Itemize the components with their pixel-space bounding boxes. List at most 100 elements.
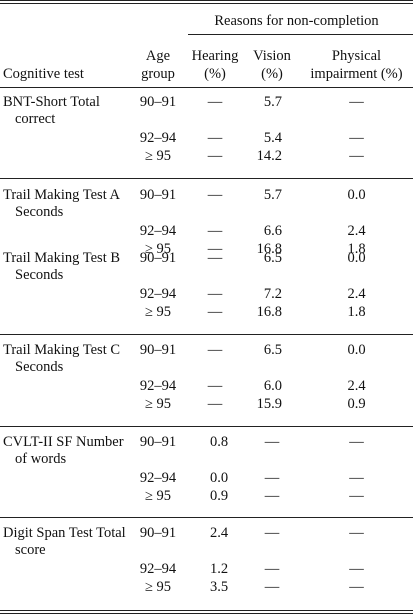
- age-group-cell: 92–94: [139, 561, 177, 577]
- vision-cell: —: [264, 434, 280, 450]
- vision-cell: 6.5: [263, 342, 282, 358]
- physical-cell: 0.0: [347, 187, 366, 203]
- vision-cell: —: [264, 488, 280, 504]
- physical-cell: 0.0: [347, 250, 366, 266]
- test-name-continued: score: [15, 542, 46, 558]
- test-name: Trail Making Test A: [3, 187, 121, 203]
- header-vision-line2: (%): [261, 66, 283, 82]
- header-vision-line1: Vision: [253, 48, 291, 64]
- header-age-line2: group: [141, 66, 175, 82]
- header-group-rule: [188, 34, 413, 35]
- hearing-cell: 0.8: [210, 434, 229, 450]
- hearing-cell: —: [207, 250, 223, 266]
- group-separator-rule: [0, 517, 413, 518]
- test-name: Trail Making Test B: [3, 250, 121, 266]
- hearing-cell: 0.0: [210, 470, 229, 486]
- group-separator-rule: [0, 426, 413, 427]
- test-name: CVLT-II SF Number: [3, 434, 124, 450]
- vision-cell: 6.5: [263, 250, 282, 266]
- hearing-cell: —: [207, 241, 223, 257]
- header-physical-line1: Physical: [331, 48, 382, 64]
- header-bottom-rule: [0, 87, 413, 88]
- test-name-continued: Seconds: [15, 204, 64, 220]
- group-separator-rule: [0, 178, 413, 179]
- hearing-cell: —: [207, 130, 223, 146]
- vision-cell: 6.6: [263, 223, 282, 239]
- hearing-cell: 1.2: [210, 561, 229, 577]
- age-group-cell: 90–91: [139, 525, 177, 541]
- age-group-cell: ≥ 95: [144, 488, 172, 504]
- group-separator-rule: [0, 334, 413, 335]
- physical-cell: 2.4: [347, 286, 366, 302]
- physical-cell: 2.4: [347, 378, 366, 394]
- vision-cell: 5.7: [263, 187, 282, 203]
- age-group-cell: ≥ 95: [144, 241, 172, 257]
- vision-cell: —: [264, 470, 280, 486]
- hearing-cell: —: [207, 378, 223, 394]
- vision-cell: 14.2: [256, 148, 282, 164]
- physical-cell: —: [349, 148, 364, 164]
- age-group-cell: ≥ 95: [144, 396, 172, 412]
- age-group-cell: 92–94: [139, 130, 177, 146]
- physical-cell: 2.4: [347, 223, 366, 239]
- hearing-cell: —: [207, 304, 223, 320]
- age-group-cell: 92–94: [139, 378, 177, 394]
- physical-cell: —: [349, 434, 364, 450]
- age-group-cell: 90–91: [139, 94, 177, 110]
- hearing-cell: —: [207, 286, 223, 302]
- age-group-cell: 90–91: [139, 434, 177, 450]
- physical-cell: 1.8: [347, 304, 366, 320]
- header-physical-line2: impairment (%): [310, 66, 403, 82]
- age-group-cell: 92–94: [139, 286, 177, 302]
- age-group-cell: ≥ 95: [144, 304, 172, 320]
- hearing-cell: —: [207, 342, 223, 358]
- vision-cell: 15.9: [256, 396, 282, 412]
- hearing-cell: —: [207, 187, 223, 203]
- header-hearing-line2: (%): [204, 66, 226, 82]
- hearing-cell: —: [207, 148, 223, 164]
- physical-cell: —: [349, 130, 364, 146]
- vision-cell: —: [264, 579, 280, 595]
- vision-cell: 6.0: [263, 378, 282, 394]
- physical-cell: 1.8: [347, 241, 366, 257]
- physical-cell: —: [349, 561, 364, 577]
- age-group-cell: ≥ 95: [144, 148, 172, 164]
- header-age-line1: Age: [145, 48, 171, 64]
- table-bottom-rule-2: [0, 613, 413, 614]
- physical-cell: 0.9: [347, 396, 366, 412]
- vision-cell: —: [264, 525, 280, 541]
- age-group-cell: 90–91: [139, 342, 177, 358]
- vision-cell: —: [264, 561, 280, 577]
- hearing-cell: 2.4: [210, 525, 229, 541]
- vision-cell: 7.2: [263, 286, 282, 302]
- test-name-continued: of words: [15, 451, 67, 467]
- table-top-rule: [0, 0, 413, 1]
- test-name: BNT-Short Total: [3, 94, 100, 110]
- test-name: Trail Making Test C: [3, 342, 121, 358]
- test-name-continued: correct: [15, 111, 56, 127]
- header-hearing-line1: Hearing: [191, 48, 239, 64]
- header-group-label: Reasons for non-completion: [214, 13, 379, 29]
- vision-cell: 16.8: [256, 241, 282, 257]
- age-group-cell: ≥ 95: [144, 579, 172, 595]
- physical-cell: —: [349, 470, 364, 486]
- age-group-cell: 90–91: [139, 250, 177, 266]
- test-name-continued: Seconds: [15, 359, 64, 375]
- hearing-cell: —: [207, 396, 223, 412]
- age-group-cell: 92–94: [139, 223, 177, 239]
- test-name-continued: Seconds: [15, 267, 64, 283]
- physical-cell: —: [349, 525, 364, 541]
- physical-cell: —: [349, 94, 364, 110]
- physical-cell: —: [349, 579, 364, 595]
- vision-cell: 16.8: [256, 304, 282, 320]
- table-top-rule-2: [0, 3, 413, 4]
- age-group-cell: 92–94: [139, 470, 177, 486]
- physical-cell: —: [349, 488, 364, 504]
- hearing-cell: —: [207, 94, 223, 110]
- hearing-cell: 3.5: [210, 579, 229, 595]
- age-group-cell: 90–91: [139, 187, 177, 203]
- vision-cell: 5.4: [263, 130, 282, 146]
- vision-cell: 5.7: [263, 94, 282, 110]
- hearing-cell: —: [207, 223, 223, 239]
- hearing-cell: 0.9: [210, 488, 229, 504]
